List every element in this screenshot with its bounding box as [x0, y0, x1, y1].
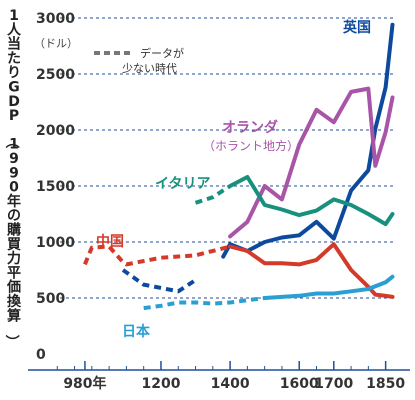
series-sublabel-1: （ホラント地方）	[203, 138, 299, 153]
y-axis-label-char: 力	[7, 250, 21, 267]
y-tick-500: 500	[36, 291, 65, 307]
y-axis-label-char: 人	[7, 21, 22, 38]
y-axis-label-char: 9	[9, 165, 19, 181]
series-label-3: 中国	[96, 233, 124, 250]
y-axis-label-char: 算	[7, 307, 21, 324]
y-axis-label-char: 1	[9, 137, 19, 153]
y-axis-label-char: 価	[6, 279, 21, 296]
x-tick-label-1600: 1600	[280, 376, 319, 392]
y-axis-label-char: 平	[7, 265, 21, 281]
y-axis-label-char: 当	[7, 36, 21, 53]
y-axis-label-char: 換	[7, 293, 22, 310]
y-axis-label-char: 0	[9, 180, 19, 196]
legend: データが 少ない時代	[94, 46, 184, 75]
y-axis-label-char: P	[9, 108, 19, 124]
series-3-solid-line	[228, 242, 395, 299]
series-label-2: イタリア	[155, 176, 210, 192]
y-axis-label-char: り	[7, 65, 21, 81]
y-tick-3000: 3000	[36, 11, 75, 27]
y-axis-label-char: 買	[7, 237, 22, 253]
y-axis-label-char: 1	[9, 8, 19, 24]
series-2-solid-line	[228, 175, 395, 227]
y-tick-labels: 0 500 1000 1500 2000 2500 3000	[36, 11, 75, 363]
series-4-dashed-line	[143, 296, 265, 311]
y-axis-label-char: （	[3, 134, 19, 148]
y-axis-label-char: 購	[6, 222, 21, 239]
x-tick-label-1200: 1200	[141, 376, 180, 392]
series-3-dashed-line	[83, 244, 231, 267]
legend-label-line2: 少ない時代	[122, 62, 177, 75]
y-unit-label: （ドル）	[34, 37, 78, 50]
y-tick-1500: 1500	[36, 179, 75, 195]
series-4-solid-line	[262, 274, 395, 300]
series-label-0: 英国	[342, 19, 371, 36]
series-label-4: 日本	[122, 323, 151, 340]
x-tick-label-980: 980年	[63, 375, 106, 392]
y-axis-label-char: D	[8, 94, 20, 110]
y-axis-label-char: ）	[3, 335, 19, 349]
series-label-1: オランダ	[222, 119, 278, 136]
series-lines	[83, 22, 395, 311]
series-1-solid-line	[228, 86, 395, 239]
y-axis-label-char: 年	[7, 193, 21, 210]
series-2-dashed-line	[194, 184, 232, 205]
y-axis-label-char: G	[8, 80, 20, 96]
x-tick-label-1850: 1850	[366, 376, 405, 392]
y-tick-2000: 2000	[36, 123, 75, 139]
y-axis-label-char: た	[7, 51, 21, 67]
y-axis-label-char: 9	[9, 151, 19, 167]
y-tick-1000: 1000	[36, 235, 75, 251]
y-tick-2500: 2500	[36, 67, 75, 83]
x-tick-label-1700: 1700	[314, 376, 353, 392]
y-axis-label-char: の	[7, 208, 21, 224]
y-axis-label: 1 人当たり G D P （1 9 9 0 年の購買力平価換算）	[3, 8, 22, 349]
legend-label-line1: データが	[140, 46, 184, 60]
y-tick-0: 0	[36, 347, 46, 363]
series-0-dashed-line	[121, 268, 197, 294]
x-tick-label-1400: 1400	[211, 376, 250, 392]
grid-lines	[60, 17, 396, 299]
